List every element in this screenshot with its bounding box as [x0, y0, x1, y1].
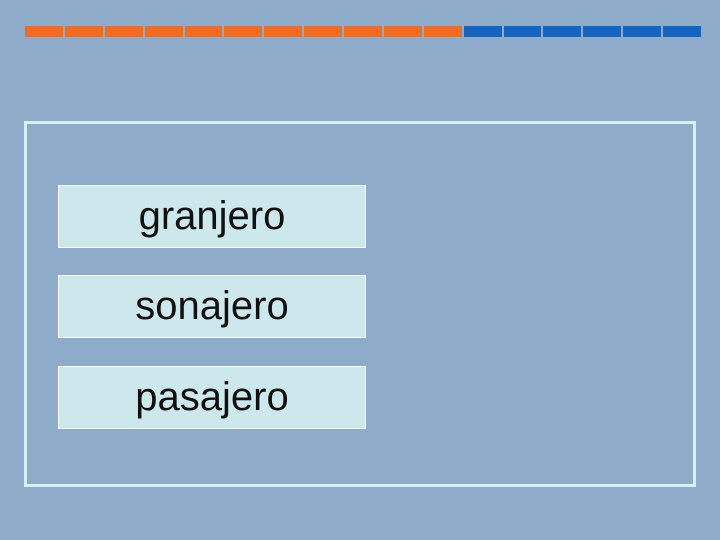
progress-segment-remaining	[663, 26, 701, 37]
option-label: granjero	[138, 194, 286, 238]
option-label: pasajero	[135, 375, 289, 419]
progress-segment-completed	[64, 26, 103, 37]
progress-bar	[25, 26, 701, 37]
option-sonajero[interactable]: sonajero	[58, 275, 366, 338]
progress-segment-completed	[304, 26, 342, 37]
progress-segment-completed	[184, 26, 223, 37]
progress-segment-completed	[104, 26, 143, 37]
progress-segment-remaining	[463, 26, 502, 37]
progress-segment-completed	[383, 26, 422, 37]
progress-segment-completed	[344, 26, 382, 37]
progress-segment-completed	[423, 26, 462, 37]
progress-segment-completed	[25, 26, 63, 37]
progress-segment-completed	[264, 26, 303, 37]
progress-segment-completed	[144, 26, 183, 37]
progress-segment-remaining	[623, 26, 661, 37]
progress-segment-remaining	[583, 26, 622, 37]
option-pasajero[interactable]: pasajero	[58, 366, 366, 429]
progress-segment-completed	[224, 26, 263, 37]
option-label: sonajero	[135, 284, 289, 328]
answer-frame	[24, 121, 696, 487]
option-granjero[interactable]: granjero	[58, 185, 366, 248]
progress-segment-remaining	[543, 26, 582, 37]
progress-segment-remaining	[503, 26, 542, 37]
